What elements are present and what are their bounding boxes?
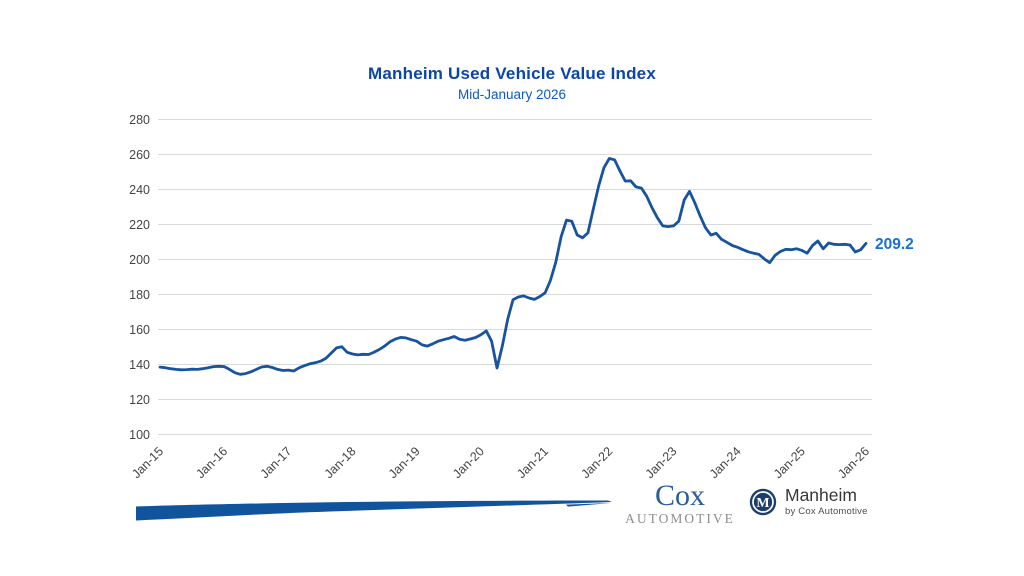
x-axis-tick-label: Jan-26 xyxy=(835,444,872,481)
manheim-logo-text: Manheim by Cox Automotive xyxy=(785,485,868,517)
manheim-logo: M Manheim by Cox Automotive xyxy=(749,485,868,517)
x-axis-tick-label: Jan-20 xyxy=(450,444,487,481)
x-axis-tick-label: Jan-25 xyxy=(771,444,808,481)
y-axis-tick-label: 220 xyxy=(129,218,150,232)
manheim-tagline: by Cox Automotive xyxy=(785,506,868,517)
chart-subtitle: Mid-January 2026 xyxy=(457,87,567,102)
latest-value-label: 209.2 xyxy=(875,236,914,253)
y-axis-tick-label: 140 xyxy=(129,358,150,372)
chart-header: Manheim Used Vehicle Value Index Mid-Jan… xyxy=(0,64,1024,102)
y-axis-tick-label: 280 xyxy=(129,113,150,127)
brush-stroke-decoration xyxy=(136,500,612,521)
cox-automotive-logo: Cox AUTOMOTIVE xyxy=(618,479,742,527)
y-axis-tick-label: 180 xyxy=(129,288,150,302)
cox-wordmark: Cox xyxy=(654,479,705,512)
manheim-name: Manheim xyxy=(785,485,857,505)
x-axis-tick-label: Jan-24 xyxy=(707,444,744,481)
x-axis-tick-label: Jan-18 xyxy=(322,444,359,481)
x-axis-tick-label: Jan-16 xyxy=(193,444,230,481)
y-axis-tick-label: 100 xyxy=(129,428,150,442)
y-axis-tick-label: 260 xyxy=(129,148,150,162)
cox-automotive-label: AUTOMOTIVE xyxy=(625,511,735,526)
y-axis-tick-label: 160 xyxy=(129,323,150,337)
manheim-m-icon: M xyxy=(749,488,777,516)
manheim-monogram: M xyxy=(756,496,769,511)
y-axis-tick-label: 120 xyxy=(129,393,150,407)
x-axis-tick-label: Jan-23 xyxy=(643,444,680,481)
x-axis-tick-label: Jan-19 xyxy=(386,444,423,481)
y-axis-tick-label: 200 xyxy=(129,253,150,267)
y-axis-tick-label: 240 xyxy=(129,183,150,197)
x-axis-tick-label: Jan-15 xyxy=(129,444,166,481)
x-axis-tick-label: Jan-21 xyxy=(514,444,551,481)
x-axis-tick-label: Jan-17 xyxy=(258,444,295,481)
index-line xyxy=(158,157,868,376)
x-axis-tick-label: Jan-22 xyxy=(578,444,615,481)
chart-title: Manheim Used Vehicle Value Index xyxy=(368,64,656,83)
